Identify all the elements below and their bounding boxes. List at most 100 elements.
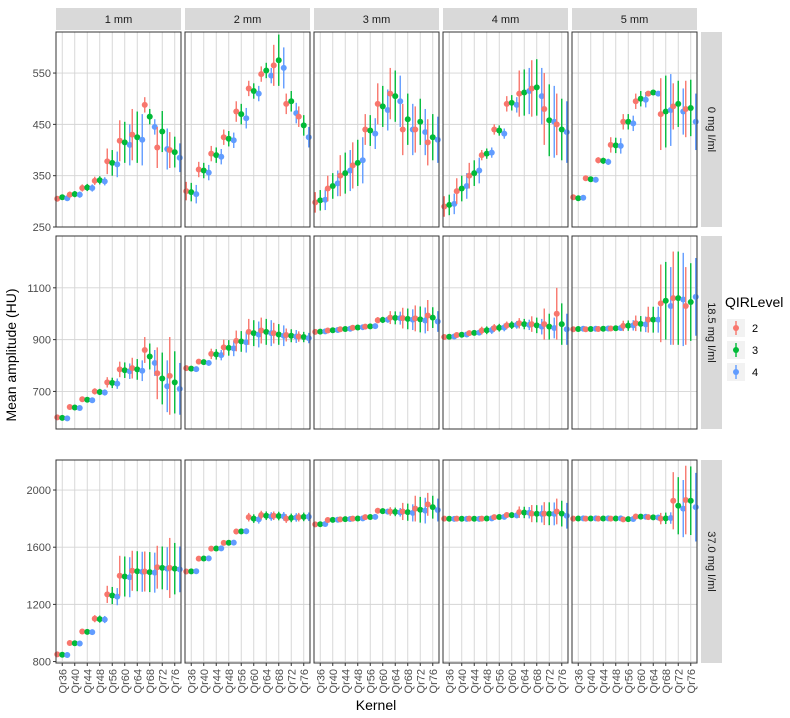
panel-border <box>313 31 440 228</box>
panel-border <box>184 31 311 228</box>
data-point <box>392 93 399 100</box>
data-point <box>89 397 96 404</box>
legend-title: QIRLevel <box>725 294 783 310</box>
data-point <box>66 639 73 646</box>
data-point <box>288 98 295 105</box>
x-tick-label: Qr56 <box>494 669 506 693</box>
data-point <box>521 89 528 96</box>
x-tick-label: Qr76 <box>299 669 311 693</box>
x-tick-label: Qr44 <box>82 669 94 693</box>
data-point <box>516 509 523 516</box>
data-point <box>322 196 329 203</box>
panel-background <box>185 32 310 227</box>
data-point <box>66 191 73 198</box>
data-point <box>146 113 153 120</box>
data-point <box>496 127 503 134</box>
x-tick-label: Qr40 <box>199 669 211 693</box>
data-point <box>367 514 374 521</box>
column-strip <box>443 8 568 30</box>
data-point <box>76 640 83 647</box>
data-point <box>387 508 394 515</box>
data-point <box>250 330 257 337</box>
data-point <box>429 504 436 511</box>
column-strip-label: 1 mm <box>105 14 133 26</box>
data-point <box>650 316 657 323</box>
data-point <box>667 302 674 309</box>
data-point <box>129 131 136 138</box>
data-point <box>424 139 431 146</box>
x-tick-label: Qr48 <box>95 669 107 693</box>
x-tick-label: Qr56 <box>623 669 635 693</box>
data-point <box>220 134 227 141</box>
data-point <box>104 379 111 386</box>
data-point <box>116 366 123 373</box>
data-point <box>141 568 148 575</box>
data-point <box>205 555 212 562</box>
data-point <box>687 299 694 306</box>
data-point <box>417 118 424 125</box>
data-point <box>570 194 577 201</box>
data-point <box>471 170 478 177</box>
data-point <box>300 122 307 129</box>
data-point <box>238 111 245 118</box>
data-point <box>367 127 374 134</box>
data-point <box>151 569 158 576</box>
data-point <box>657 300 664 307</box>
x-tick-label: Qr60 <box>636 669 648 693</box>
data-point <box>76 191 83 198</box>
panel-border <box>313 459 440 664</box>
column-strip <box>572 8 697 30</box>
data-point <box>225 135 232 142</box>
data-point <box>245 85 252 92</box>
data-point <box>463 182 470 189</box>
data-point <box>171 565 178 572</box>
data-point <box>66 403 73 410</box>
data-point <box>349 515 356 522</box>
data-point <box>317 328 324 335</box>
x-tick-label: Qr60 <box>120 669 132 693</box>
x-tick-label: Qr60 <box>249 669 261 693</box>
data-point <box>329 327 336 334</box>
data-point <box>243 339 250 346</box>
data-point <box>295 333 302 340</box>
data-point <box>687 497 694 504</box>
data-point <box>362 514 369 521</box>
data-point <box>258 512 265 519</box>
panel-border <box>184 235 311 430</box>
y-tick-label: 2000 <box>27 485 51 497</box>
data-point <box>404 116 411 123</box>
panel-background <box>443 32 568 227</box>
data-point <box>657 515 664 522</box>
column-strip-label: 2 mm <box>234 14 262 26</box>
data-point <box>79 628 86 635</box>
data-point <box>195 166 202 173</box>
panel-border <box>442 459 569 664</box>
x-tick-label: Qr40 <box>328 669 340 693</box>
data-point <box>76 405 83 412</box>
data-point <box>121 573 128 580</box>
x-tick-label: Qr44 <box>469 669 481 693</box>
data-point <box>104 591 111 598</box>
panel-background <box>443 460 568 663</box>
data-point <box>587 515 594 522</box>
data-point <box>496 514 503 521</box>
data-point <box>575 515 582 522</box>
x-tick-label: Qr76 <box>557 669 569 693</box>
y-tick-label: 900 <box>33 335 51 347</box>
data-point <box>114 380 121 387</box>
data-point <box>575 195 582 202</box>
data-point <box>483 327 490 334</box>
data-point <box>233 528 240 535</box>
data-point <box>362 126 369 133</box>
data-point <box>275 331 282 338</box>
x-tick-label: Qr40 <box>70 669 82 693</box>
x-tick-label: Qr40 <box>457 669 469 693</box>
data-point <box>637 95 644 102</box>
data-point <box>193 366 200 373</box>
data-point <box>607 515 614 522</box>
data-point <box>288 332 295 339</box>
data-point <box>516 90 523 97</box>
data-point <box>225 539 232 546</box>
data-point <box>337 516 344 523</box>
data-point <box>458 331 465 338</box>
